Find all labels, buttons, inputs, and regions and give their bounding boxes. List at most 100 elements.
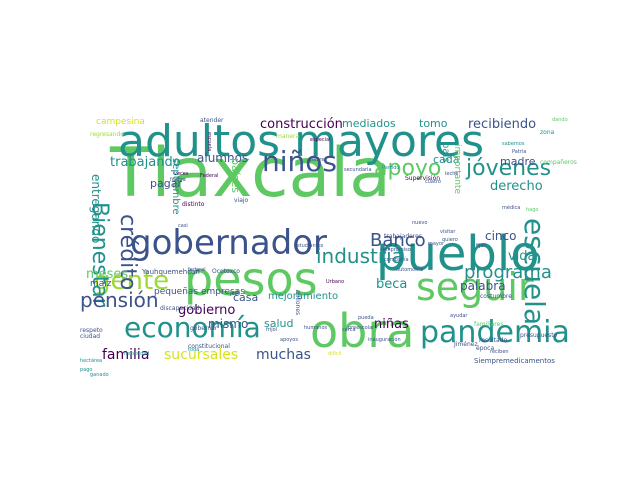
word-federal: Federal	[200, 173, 219, 179]
word-medica: médica	[502, 205, 521, 211]
word-ciudad: ciudad	[80, 333, 101, 340]
word-mayor: mayor	[428, 241, 445, 247]
word-industria: industria	[316, 244, 404, 268]
word-ganado: ganado	[90, 372, 109, 378]
word-quiero: quiero	[442, 237, 458, 243]
word-mejoramiento: mejoramiento	[268, 291, 339, 302]
word-pandemia: pandemia	[420, 315, 570, 350]
word-gobernador: gobernador	[130, 223, 328, 263]
word-inauguracion: inauguración	[368, 337, 401, 343]
word-cuatro: cuatro	[425, 179, 441, 185]
word-resultado: resultado	[479, 337, 508, 344]
word-familiares: familiares	[474, 321, 504, 328]
word-estudiantes: estudiantes	[294, 243, 324, 249]
word-trabajadores: trabajadores	[384, 233, 422, 240]
word-pago: pago	[80, 367, 93, 373]
word-sabemos: sabemos	[502, 141, 525, 147]
word-hago: hago	[526, 207, 539, 213]
word-obra: obra	[310, 304, 415, 358]
word-necesidad: necesidad	[124, 351, 150, 357]
word-respeto: respeto	[80, 327, 103, 334]
word-paises: países	[229, 158, 242, 194]
word-pais: país	[440, 142, 451, 163]
word-meses: meses	[86, 267, 129, 282]
word-dando: dando	[552, 117, 568, 123]
word-programa: programa	[464, 262, 552, 283]
word-ocotoxco: Ocotoxco	[212, 268, 240, 275]
word-gente: gente	[94, 266, 170, 296]
word-gobierno: gobierno	[178, 303, 236, 318]
word-atender: atender	[200, 117, 224, 124]
word-compania: compañía	[384, 257, 409, 263]
word-apoyo: apoyo	[374, 156, 442, 181]
word-jovenes: jóvenes	[466, 156, 552, 181]
word-construccion: construcción	[260, 117, 343, 132]
word-yauhquemehcan: Yauhquemehcan	[142, 268, 200, 276]
word-derecho: derecho	[490, 179, 543, 194]
word-costumbre: costumbre	[480, 293, 512, 300]
word-preescolar: preescolar	[348, 325, 375, 331]
word-fijar: fijar	[476, 243, 486, 249]
word-regresando: regresando	[90, 131, 124, 138]
word-pesos: pesos	[184, 252, 318, 306]
word-vida: vida	[508, 249, 536, 264]
word-reciben: reciben	[490, 349, 509, 355]
word-secundaria: secundaria	[344, 167, 372, 173]
word-mismo: mismo	[208, 317, 249, 331]
word-economia: economía	[124, 311, 261, 344]
word-jose: José	[230, 291, 241, 297]
word-muchas: muchas	[256, 347, 311, 363]
word-hectarea: hectárea	[80, 358, 103, 364]
word-federal: federal	[188, 267, 206, 273]
word-banco: Banco	[370, 230, 426, 251]
word-ninas: niñas	[374, 317, 409, 332]
word-sucursales: sucursales	[164, 347, 239, 363]
word-pequenas-empresas: pequeñas empresas	[154, 287, 245, 297]
word-padres: padres	[310, 157, 328, 163]
word-familia: familia	[102, 347, 150, 363]
word-pension: pensión	[80, 288, 159, 312]
word-automotriz: automotriz	[396, 267, 424, 273]
word-casi: casi	[178, 223, 188, 229]
word-patria: Patria	[512, 149, 527, 155]
word-leche: leche	[445, 171, 459, 177]
word-jimenez: Jiménez	[454, 341, 478, 348]
word-dificil: difícil	[328, 351, 342, 357]
word-tomo: tomo	[419, 117, 448, 130]
word-apoyos: apoyos	[280, 337, 298, 343]
word-tlaxcala: Tlaxcala	[110, 134, 391, 213]
word-companeros: compañeros	[540, 159, 577, 166]
word-supervision: Supervisión	[405, 175, 441, 182]
word-gobernar: gobernar	[190, 325, 218, 332]
word-frijol: frijol	[266, 327, 278, 333]
word-zona: zona	[540, 129, 555, 136]
word-cloud: Tlaxcala adultos mayores pesos pueblo obra go…	[80, 116, 577, 378]
word-recibiendo: recibiendo	[468, 117, 537, 132]
word-madre: madre	[500, 155, 536, 168]
word-urbano: Urbano	[326, 279, 345, 285]
word-campesina: campesina	[96, 117, 145, 127]
word-cinco: cinco	[485, 229, 517, 243]
word-palabra: palabra	[460, 279, 506, 293]
word-nuevo: nuevo	[412, 220, 428, 226]
word-casa: casa	[233, 291, 259, 304]
word-fuerza: fuerza	[170, 177, 186, 183]
word-cada: cada	[433, 153, 460, 166]
word-alumnos: alumnos	[197, 151, 249, 165]
word-constitucional: constitucional	[188, 343, 230, 350]
word-cerca: cerca	[342, 327, 356, 333]
word-adultos-mayores: adultos mayores	[118, 116, 484, 167]
word-presupuesto: presupuesto	[520, 332, 558, 339]
word-compromiso: compromiso	[380, 247, 411, 253]
word-toda: toda	[188, 347, 200, 353]
word-siempremedicamentos: Siempremedicamentos	[474, 357, 555, 365]
word-seguir: seguir	[416, 265, 534, 309]
word-ayudar: ayudar	[450, 313, 468, 319]
word-humanos: humanos	[304, 325, 328, 331]
word-escuela: escuela	[206, 132, 212, 152]
word-pueda: pueda	[358, 315, 374, 321]
word-ninos: niños	[262, 145, 337, 178]
word-discapacidad: discapacidad	[160, 305, 200, 312]
word-manera: manera	[276, 133, 300, 140]
word-epoca: época	[476, 345, 495, 352]
